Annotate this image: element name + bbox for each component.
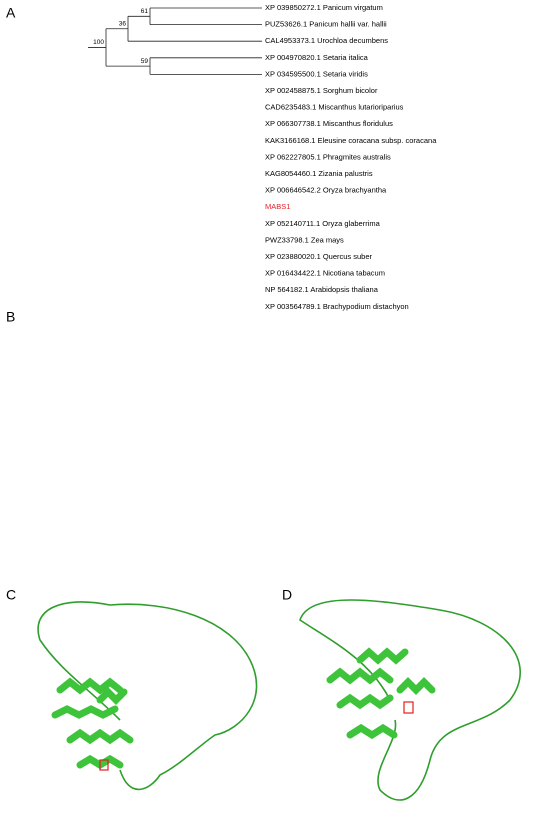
panel-label: D (282, 587, 292, 603)
leaf-label: XP 062227805.1 Phragmites australis (265, 152, 391, 161)
panel-label: B (6, 309, 15, 325)
panel-label: A (6, 5, 16, 21)
leaf-label: XP 039850272.1 Panicum virgatum (265, 3, 383, 12)
leaf-label: CAL4953373.1 Urochloa decumbens (265, 36, 388, 45)
leaf-label: XP 002458875.1 Sorghum bicolor (265, 86, 378, 95)
bootstrap-value: 59 (141, 58, 149, 65)
bootstrap-value: 100 (93, 39, 104, 46)
bootstrap-value: 36 (119, 20, 127, 27)
leaf-label: XP 016434422.1 Nicotiana tabacum (265, 269, 385, 278)
leaf-label: XP 066307738.1 Miscanthus floridulus (265, 119, 393, 128)
structure-d (299, 599, 521, 801)
leaf-label: KAK3166168.1 Eleusine coracana subsp. co… (265, 136, 437, 145)
leaf-label: XP 004970820.1 Setaria italica (265, 53, 369, 62)
leaf-label: KAG8054460.1 Zizania palustris (265, 169, 373, 178)
leaf-label: PUZ53626.1 Panicum hallii var. hallii (265, 20, 387, 29)
bootstrap-value: 61 (141, 8, 149, 15)
leaf-label: CAD6235483.1 Miscanthus lutarioriparius (265, 103, 404, 112)
leaf-label: XP 003564789.1 Brachypodium distachyon (265, 302, 409, 311)
leaf-label: XP 006646542.2 Oryza brachyantha (265, 186, 387, 195)
panel-label: C (6, 587, 16, 603)
leaf-label: XP 034595500.1 Setaria viridis (265, 69, 368, 78)
leaf-label: NP 564182.1 Arabidopsis thaliana (265, 285, 379, 294)
structure-c (37, 601, 258, 791)
leaf-label: PWZ33798.1 Zea mays (265, 235, 344, 244)
leaf-label: XP 052140711.1 Oryza glaberrima (265, 219, 381, 228)
leaf-label: MABS1 (265, 202, 290, 211)
leaf-label: XP 023880020.1 Quercus suber (265, 252, 373, 261)
